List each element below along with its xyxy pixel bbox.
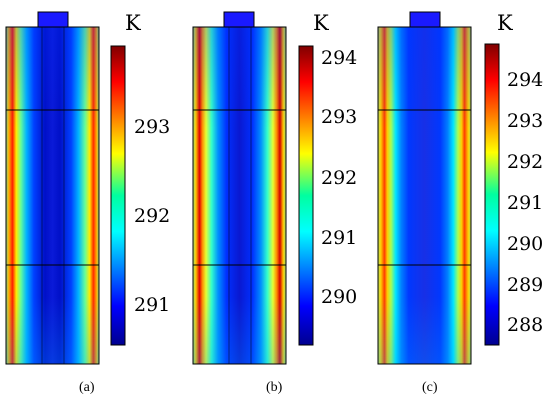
panel-a-colorbar-ticks: 291 292 293: [134, 116, 170, 316]
panel-c-unit-label: K: [497, 11, 513, 35]
colorbar-tick-label: 294: [507, 69, 543, 91]
colorbar-tick-label: 290: [507, 233, 543, 255]
colorbar-tick-label: 288: [507, 314, 543, 336]
panel-a: K 291 292 293 (a): [5, 11, 170, 395]
panel-b-unit-label: K: [313, 11, 329, 35]
panel-b-outline: [192, 26, 287, 365]
colorbar-tick-label: 293: [321, 106, 357, 128]
panel-a-colorbar: [110, 45, 126, 346]
colorbar-tick-label: 291: [507, 192, 543, 214]
panel-c-colorbar: [484, 43, 500, 346]
panel-b: K 290 291 292 293 294 (b): [192, 11, 357, 395]
panel-c-label: (c): [422, 380, 438, 395]
panel-c-colorbar-ticks: 288 289 290 291 292 293 294: [507, 69, 543, 336]
colorbar-tick-label: 292: [321, 167, 357, 189]
panel-b-colorbar: [298, 45, 314, 346]
colorbar-tick-label: 292: [507, 151, 543, 173]
panel-b-inlet-block: [223, 11, 255, 28]
panel-c: K 288 289 290 291 292 293 294 (c): [377, 11, 543, 395]
panel-b-label: (b): [266, 380, 283, 395]
colorbar-tick-label: 291: [321, 227, 357, 249]
colorbar-tick-label: 290: [321, 286, 357, 308]
panel-c-outline: [377, 26, 472, 365]
panel-a-outline: [5, 26, 100, 365]
colorbar-tick-label: 294: [321, 47, 357, 69]
panel-a-unit-label: K: [125, 11, 141, 35]
colorbar-tick-label: 293: [134, 116, 170, 138]
panel-c-inlet-block: [409, 11, 441, 28]
colorbar-tick-label: 292: [134, 205, 170, 227]
colorbar-tick-label: 293: [507, 110, 543, 132]
panel-a-inlet-block: [37, 11, 69, 28]
colorbar-tick-label: 291: [134, 294, 170, 316]
panel-a-label: (a): [79, 380, 95, 395]
colorbar-tick-label: 289: [507, 274, 543, 296]
panel-b-colorbar-ticks: 290 291 292 293 294: [321, 47, 357, 308]
